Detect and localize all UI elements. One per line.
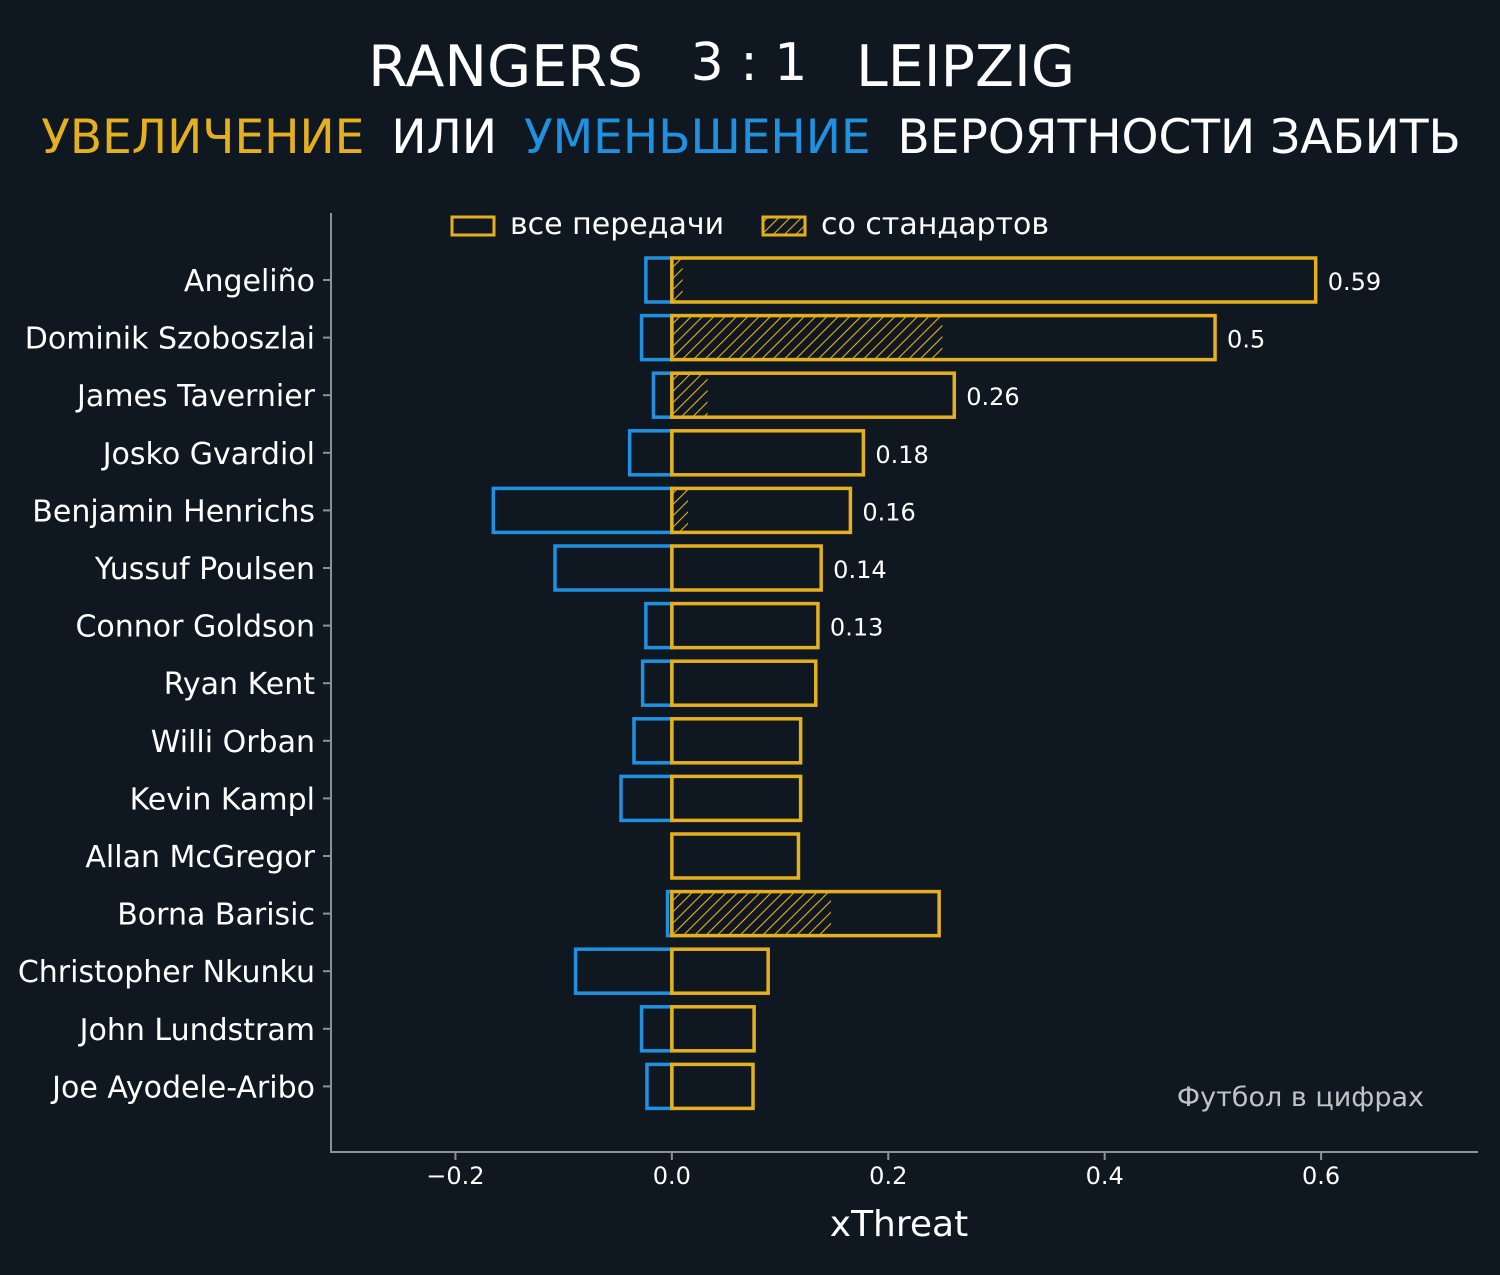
subtitle-decrease: УМЕНЬШЕНИЕ <box>524 110 871 165</box>
decrease-bar <box>632 717 674 765</box>
decrease-bar <box>651 371 674 419</box>
y-tick-label: Kevin Kampl <box>130 782 315 817</box>
increase-bar <box>670 429 866 477</box>
y-tick-label: Benjamin Henrichs <box>32 494 315 529</box>
y-tick-label: Dominik Szoboszlai <box>25 322 315 357</box>
set-piece-bar <box>671 258 683 302</box>
y-tick-label: Christopher Nkunku <box>18 955 315 990</box>
increase-bar <box>670 256 1318 304</box>
subtitle-or: ИЛИ <box>391 110 497 165</box>
increase-bar <box>670 889 941 938</box>
y-tick-labels: Angeliño Dominik Szoboszlai James Tavernie… <box>18 264 331 1105</box>
x-tick-label: 0.2 <box>869 1162 907 1190</box>
x-tick-label: 0.0 <box>653 1162 691 1190</box>
increase-bar <box>670 717 803 765</box>
decrease-bar <box>553 544 674 592</box>
legend-swatch-all-passes <box>450 215 496 237</box>
value-label: 0.13 <box>830 614 883 642</box>
value-label: 0.59 <box>1328 268 1381 296</box>
x-tick-label: −0.2 <box>426 1162 484 1190</box>
increase-bar <box>670 659 818 707</box>
value-label: 0.18 <box>875 441 928 469</box>
legend-label-set-pieces: со стандартов <box>821 207 1049 242</box>
x-tick-label: 0.6 <box>1302 1162 1340 1190</box>
title-away-team: LEIPZIG <box>856 34 1075 100</box>
credit-text: Футбол в цифрах <box>1177 1082 1424 1113</box>
title-score: 3 : 1 <box>691 33 808 93</box>
x-axis-label: xThreat <box>830 1204 968 1245</box>
increase-bar <box>670 947 770 995</box>
subtitle-increase: УВЕЛИЧЕНИЕ <box>41 110 364 165</box>
set-piece-bar <box>671 891 831 936</box>
subtitle-rest: ВЕРОЯТНОСТИ ЗАБИТЬ <box>898 110 1461 165</box>
y-tick-label: Yussuf Poulsen <box>94 552 315 587</box>
value-label: 0.16 <box>862 498 915 526</box>
y-tick-label: Connor Goldson <box>75 610 315 645</box>
y-tick-label: James Tavernier <box>75 379 316 414</box>
legend-swatch-set-pieces <box>761 215 807 237</box>
x-tick-label: 0.4 <box>1086 1162 1124 1190</box>
y-tick-label: Angeliño <box>184 264 315 299</box>
increase-bar <box>670 1062 755 1111</box>
decrease-bar <box>639 1005 674 1053</box>
increase-bar <box>670 371 957 419</box>
legend-label-all-passes: все передачи <box>510 207 724 242</box>
bars-group: 0.59 0.5 0.26 0.18 0.16 0.14 0.13 <box>491 256 1381 1111</box>
y-tick-label: Allan McGregor <box>85 840 315 875</box>
increase-bar <box>670 832 801 880</box>
y-tick-label: Joe Ayodele-Aribo <box>50 1070 315 1105</box>
y-tick-label: Willi Orban <box>151 725 315 760</box>
decrease-bar <box>645 1062 674 1111</box>
y-tick-label: John Lundstram <box>78 1013 315 1048</box>
decrease-bar <box>639 313 674 362</box>
decrease-bar <box>573 947 674 995</box>
y-tick-label: Ryan Kent <box>164 667 316 702</box>
title-home-team: RANGERS <box>368 34 643 100</box>
decrease-bar <box>644 256 674 304</box>
subtitle: УВЕЛИЧЕНИЕ ИЛИ УМЕНЬШЕНИЕ ВЕРОЯТНОСТИ ЗА… <box>41 110 1461 165</box>
increase-bar <box>670 1005 756 1053</box>
decrease-bar <box>619 774 674 823</box>
x-ticks: −0.2 0.0 0.2 0.4 0.6 <box>426 1152 1340 1190</box>
decrease-bar <box>627 429 674 477</box>
y-tick-label: Josko Gvardiol <box>101 437 315 472</box>
value-label: 0.5 <box>1227 326 1265 354</box>
set-piece-bar <box>671 488 689 533</box>
increase-bar <box>670 774 803 823</box>
value-label: 0.26 <box>966 383 1019 411</box>
y-tick-label: Borna Barisic <box>117 898 315 933</box>
set-piece-bar <box>671 315 943 360</box>
value-label: 0.14 <box>833 556 886 584</box>
decrease-bar <box>491 486 674 535</box>
increase-bar <box>670 544 823 592</box>
increase-bar <box>670 313 1217 362</box>
increase-bar <box>670 486 853 535</box>
decrease-bar <box>644 601 674 650</box>
decrease-bar <box>640 659 674 707</box>
increase-bar <box>670 601 820 650</box>
set-piece-bar <box>671 373 708 418</box>
